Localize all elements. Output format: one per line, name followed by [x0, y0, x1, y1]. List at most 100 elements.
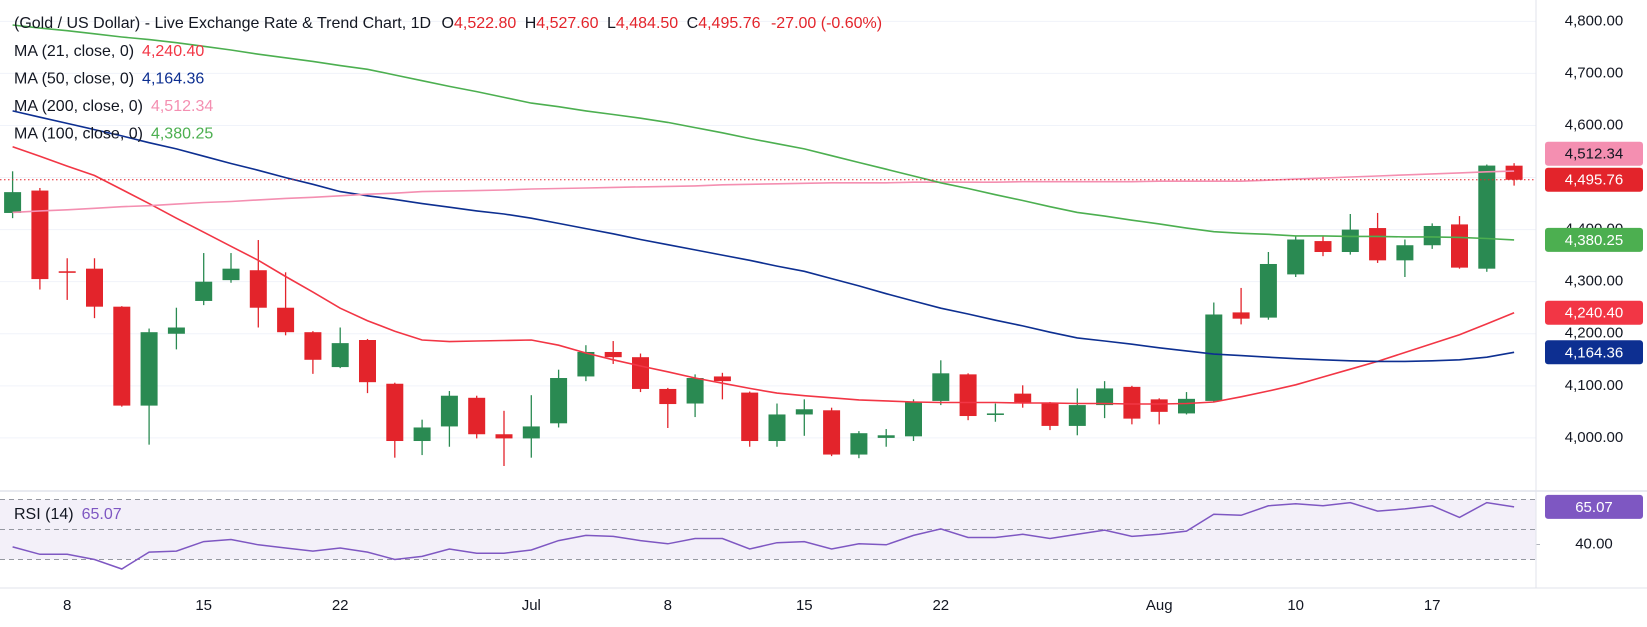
candle-body: [1505, 165, 1523, 180]
axis-layer: 4,000.004,100.004,200.004,300.004,400.00…: [63, 12, 1643, 614]
price-badge-label: 65.07: [1575, 499, 1613, 516]
x-tick-label: 15: [796, 597, 813, 614]
x-tick-label: Jul: [522, 597, 541, 614]
open-value: 4,522.80: [454, 15, 516, 32]
x-tick-label: 8: [664, 597, 672, 614]
candle-body: [1314, 241, 1332, 253]
candle-body: [440, 395, 458, 427]
candle-body: [222, 268, 240, 281]
grid-layer: [0, 20, 1540, 560]
candle-body: [1451, 224, 1468, 268]
candle-body: [959, 374, 977, 417]
candle-body: [932, 373, 950, 401]
candle-body: [1341, 229, 1359, 253]
change-value: -27.00 (-0.60%): [771, 15, 882, 32]
legend-entry: MA (21, close, 0) 4,240.40: [14, 43, 204, 60]
candle-body: [1396, 245, 1414, 261]
candle-body: [1232, 312, 1250, 319]
candle-body: [1123, 386, 1141, 419]
candle-body: [604, 351, 622, 358]
candle-body: [1205, 314, 1223, 401]
candle-body: [550, 378, 568, 424]
ma-line: [12, 170, 1515, 214]
legend-value: 65.07: [82, 506, 122, 523]
y-tick-label: 4,100.00: [1565, 377, 1623, 394]
y-tick-label: 4,800.00: [1565, 12, 1623, 29]
candle-body: [386, 383, 404, 442]
candle-body: [1287, 239, 1305, 275]
y-tick-label: 4,000.00: [1565, 429, 1623, 446]
close-value: 4,495.76: [698, 15, 760, 32]
x-tick-label: 22: [932, 597, 949, 614]
candle-body: [277, 307, 295, 333]
price-badge: [1545, 141, 1643, 166]
candle-body: [1096, 388, 1114, 406]
candle-body: [1150, 399, 1168, 412]
ma-line: [12, 24, 1515, 241]
candle-body: [713, 376, 731, 382]
candle-body: [986, 413, 1004, 415]
price-badge: [1545, 167, 1643, 192]
chart-header: (Gold / US Dollar) - Live Exchange Rate …: [14, 15, 882, 32]
close-label: C: [687, 15, 699, 32]
candle-body: [1178, 398, 1195, 414]
x-tick-label: 15: [195, 597, 212, 614]
candle-body: [359, 340, 376, 383]
open-label: O: [442, 15, 454, 32]
rsi-tick-label: 40.00: [1575, 535, 1613, 552]
candle-body: [413, 427, 431, 442]
price-badge: [1545, 494, 1643, 519]
candle-body: [850, 433, 868, 455]
candle-body: [632, 357, 649, 389]
x-tick-label: 22: [332, 597, 349, 614]
legend-entry: MA (50, close, 0) 4,164.36: [14, 71, 204, 88]
ma-line: [12, 110, 1515, 363]
candle-body: [113, 306, 131, 406]
x-tick-label: 17: [1424, 597, 1441, 614]
price-badge: [1545, 340, 1643, 365]
price-badge-label: 4,164.36: [1565, 344, 1623, 361]
y-tick-label: 4,700.00: [1565, 64, 1623, 81]
candle-body: [31, 190, 49, 280]
candle-body: [1068, 405, 1086, 426]
candle-body: [823, 410, 841, 455]
candle-body: [468, 397, 486, 435]
candle-body: [58, 271, 76, 273]
candle-body: [86, 268, 103, 307]
x-tick-label: Aug: [1146, 597, 1173, 614]
candle-body: [686, 378, 704, 404]
candle-body: [905, 401, 922, 437]
candle-body: [768, 414, 786, 442]
candle-body: [1478, 165, 1496, 269]
price-badge-label: 4,240.40: [1565, 305, 1623, 322]
price-badge-label: 4,495.76: [1565, 172, 1623, 189]
candle-body: [522, 426, 540, 439]
low-value: 4,484.50: [616, 15, 678, 32]
ma-line: [12, 146, 1515, 405]
price-badge-label: 4,512.34: [1565, 146, 1623, 163]
price-badge: [1545, 227, 1643, 252]
y-tick-label: 4,200.00: [1565, 325, 1623, 342]
candle-body: [1259, 263, 1277, 318]
legend-value: 4,164.36: [142, 71, 204, 88]
legend-name: MA (21, close, 0): [14, 43, 134, 60]
candle-body: [195, 281, 213, 301]
candle-body: [577, 351, 595, 377]
rsi-line: [12, 501, 1515, 570]
legend-name: RSI (14): [14, 506, 74, 523]
price-badge-label: 4,380.25: [1565, 232, 1623, 249]
candle-body: [167, 327, 185, 334]
candle-body: [1041, 403, 1059, 426]
candle-body: [140, 332, 158, 406]
marks-layer: [0, 24, 1536, 570]
candle-body: [304, 332, 322, 360]
legend-value: 4,512.34: [151, 98, 213, 115]
x-tick-label: 10: [1287, 597, 1304, 614]
legend-name: MA (200, close, 0): [14, 98, 143, 115]
y-tick-label: 4,300.00: [1565, 273, 1623, 290]
candle-body: [331, 343, 349, 368]
legend-value: 4,240.40: [142, 43, 204, 60]
legend-entry: MA (200, close, 0) 4,512.34: [14, 98, 213, 115]
